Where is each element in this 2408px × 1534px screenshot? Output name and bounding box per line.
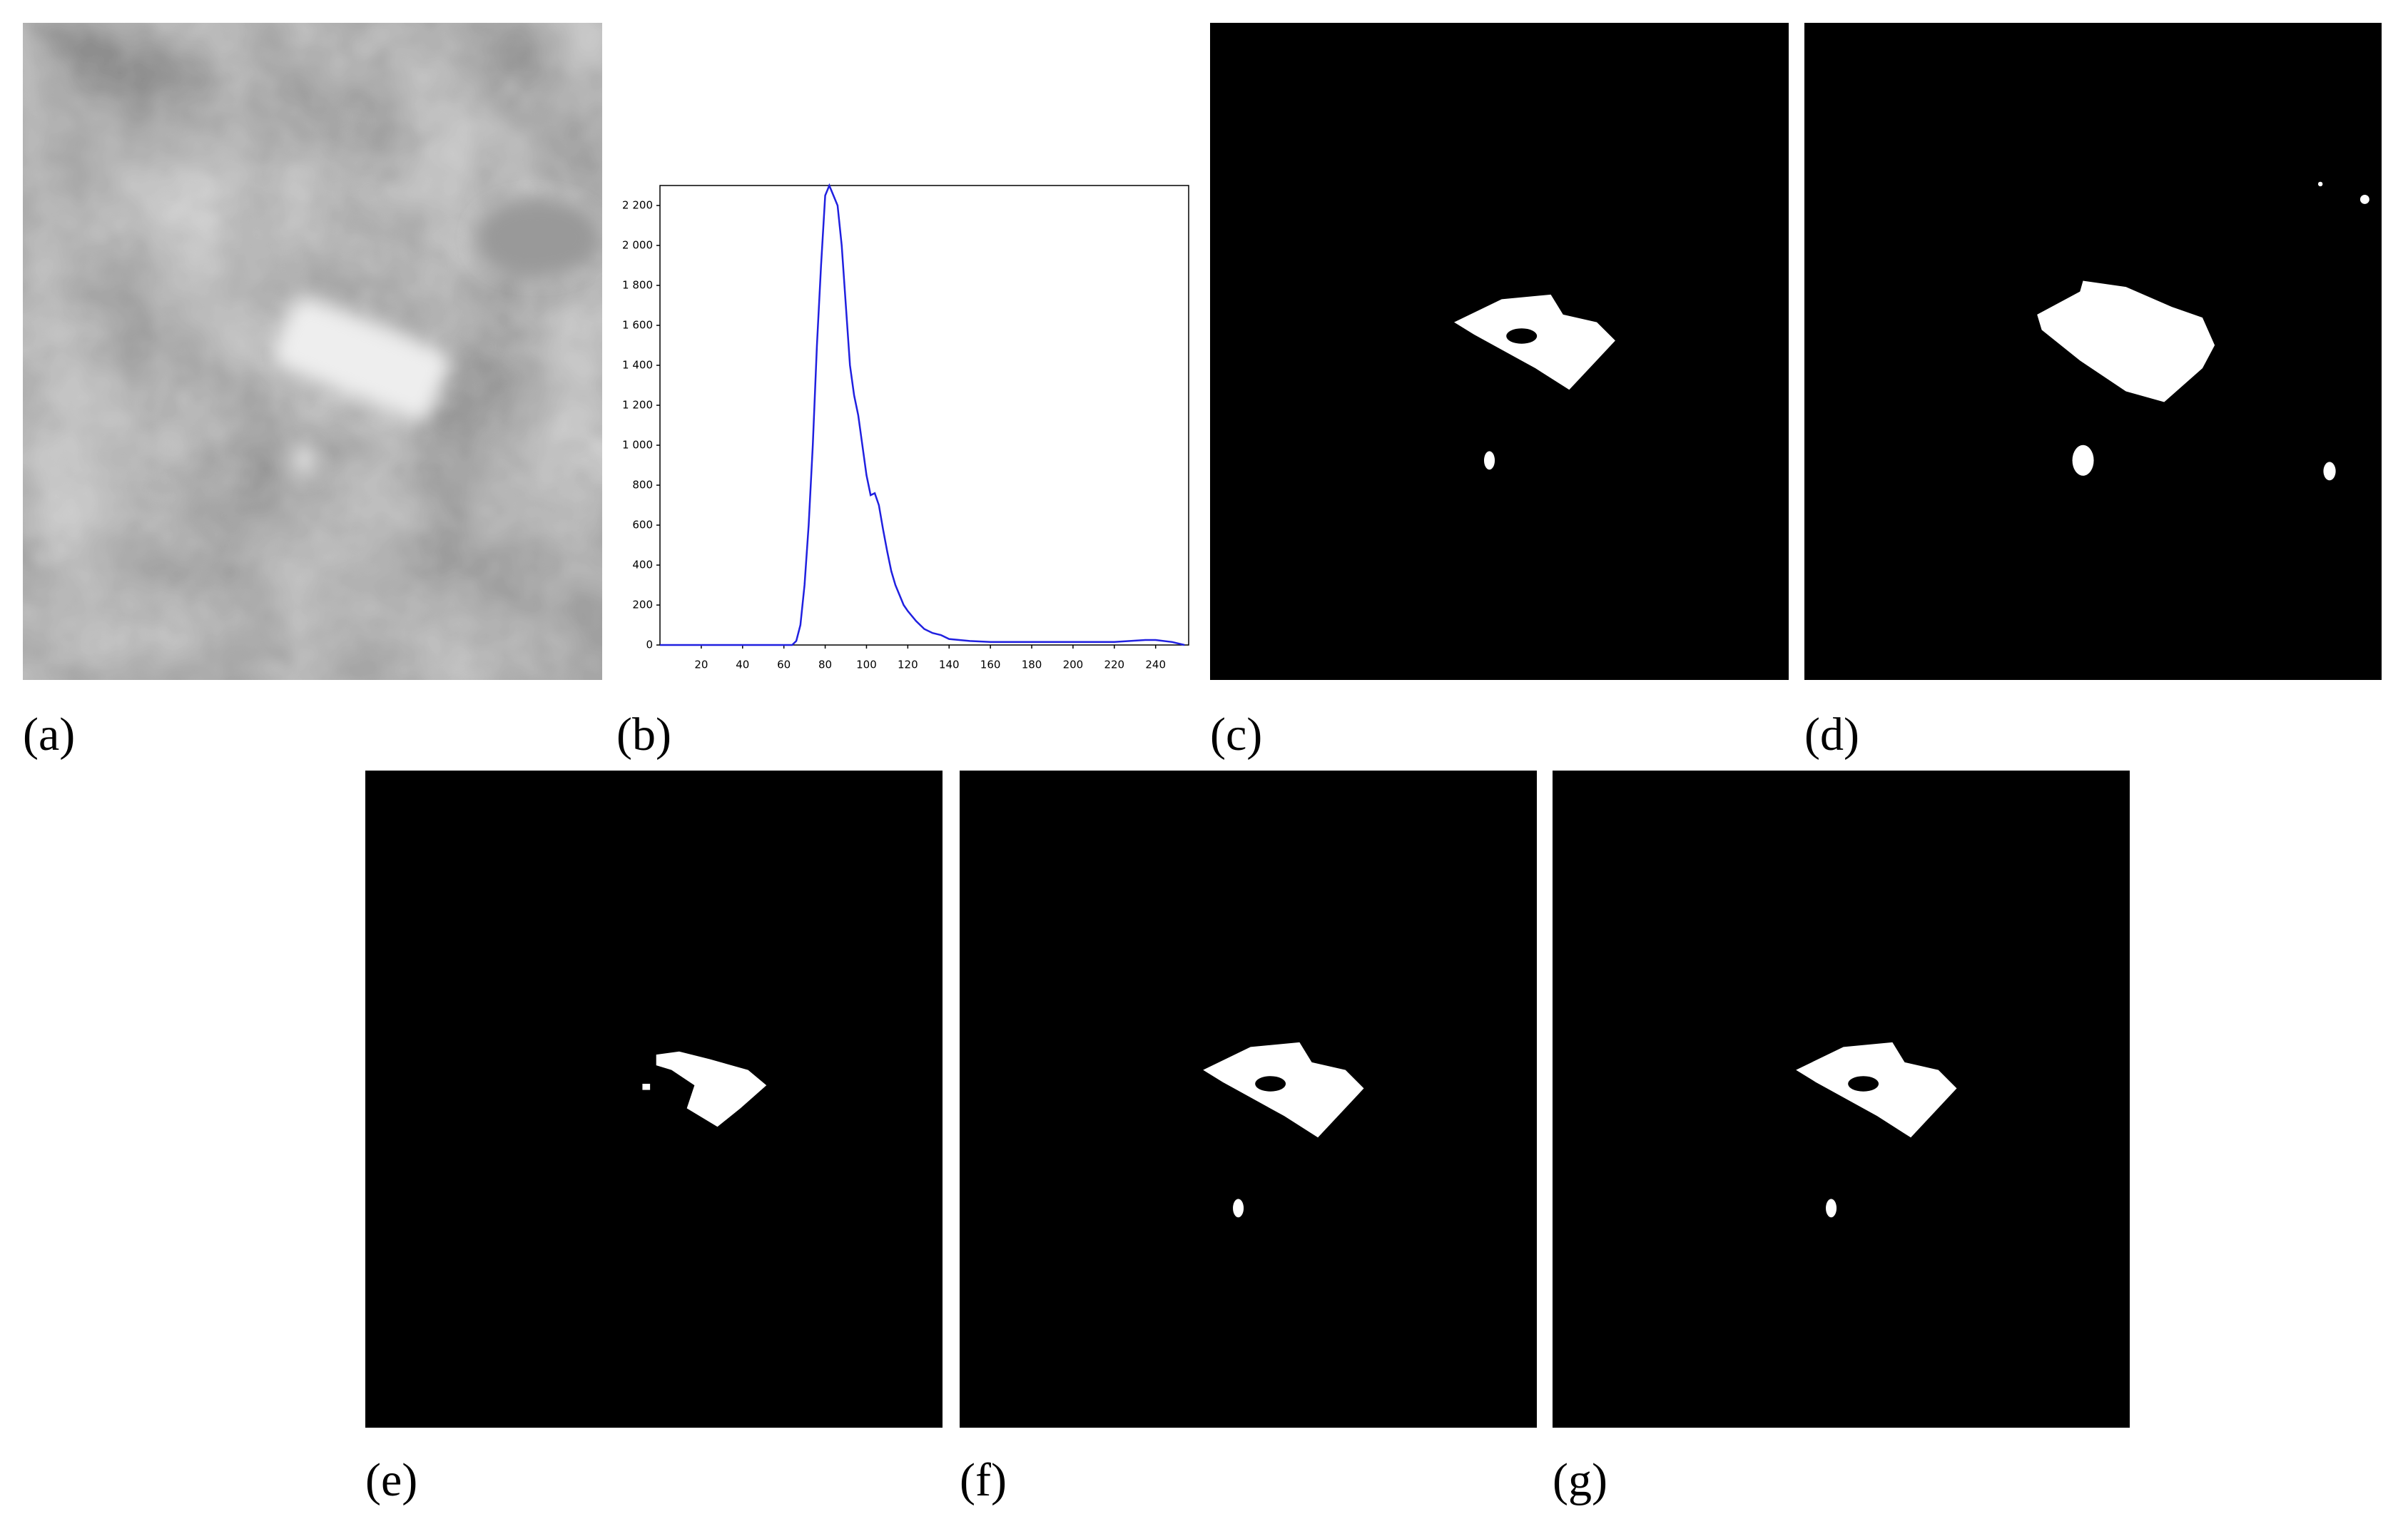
x-tick-label: 100: [856, 659, 877, 671]
y-tick-label: 800: [632, 479, 653, 492]
panel-label: (a): [23, 708, 75, 761]
y-tick-label: 1 400: [622, 359, 653, 372]
x-tick-label: 240: [1145, 659, 1166, 671]
x-tick-label: 80: [818, 659, 832, 671]
y-tick-label: 0: [646, 639, 653, 651]
x-tick-label: 220: [1104, 659, 1124, 671]
x-tick-label: 20: [694, 659, 708, 671]
y-tick-label: 1 200: [622, 399, 653, 412]
x-tick-label: 200: [1063, 659, 1084, 671]
mask-d: [1804, 23, 2382, 680]
mask-c: [1210, 23, 1789, 680]
plot-frame: [659, 185, 1189, 646]
y-tick-label: 1 000: [622, 439, 653, 452]
panel-label: (g): [1553, 1454, 1607, 1506]
x-tick-label: 40: [736, 659, 749, 671]
x-tick-label: 140: [939, 659, 960, 671]
mask-e: [365, 771, 943, 1428]
y-tick-label: 2 200: [622, 199, 653, 212]
mask-f: [960, 771, 1537, 1428]
panel-label: (b): [616, 708, 671, 761]
panel-label: (e): [365, 1454, 417, 1506]
panel-label: (f): [960, 1454, 1007, 1506]
panel-label: (d): [1804, 708, 1859, 761]
x-tick-label: 180: [1022, 659, 1042, 671]
x-tick-label: 120: [898, 659, 918, 671]
histogram-line: [660, 183, 1185, 646]
y-tick-label: 200: [632, 599, 653, 611]
image-a: [23, 23, 602, 680]
y-tick-label: 1 800: [622, 279, 653, 292]
panel-label: (c): [1210, 708, 1262, 761]
y-tick-label: 400: [632, 559, 653, 572]
y-tick-label: 1 600: [622, 319, 653, 332]
x-tick-label: 160: [980, 659, 1001, 671]
y-tick-label: 600: [632, 519, 653, 532]
mask-g: [1553, 771, 2130, 1428]
x-tick-label: 60: [777, 659, 791, 671]
y-tick-label: 2 000: [622, 239, 653, 252]
